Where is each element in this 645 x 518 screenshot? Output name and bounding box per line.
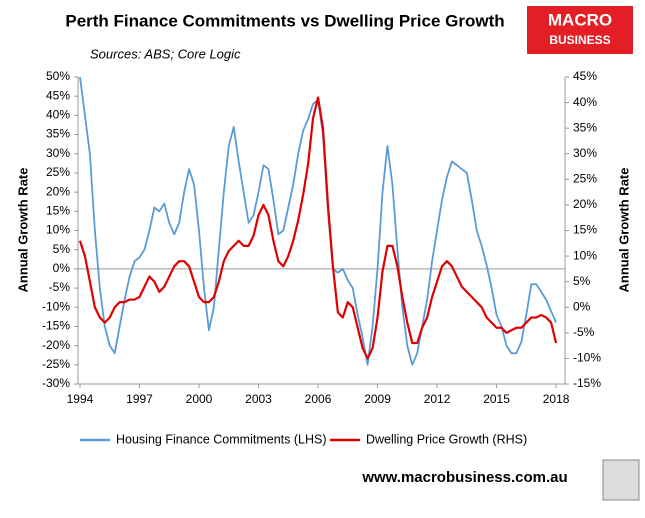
y-tick-label: -30%: [42, 376, 70, 390]
x-tick-label: 2015: [483, 392, 510, 406]
y-tick-label: 30%: [46, 146, 70, 160]
y2-tick-label: 10%: [573, 248, 597, 262]
y-tick-label: 25%: [46, 165, 70, 179]
logo-text: MACRO: [548, 10, 612, 29]
y2-tick-label: 35%: [573, 120, 597, 134]
x-tick-label: 2012: [424, 392, 451, 406]
y-tick-label: -25%: [42, 357, 70, 371]
y-tick-label: 50%: [46, 69, 70, 83]
y2-tick-label: 5%: [573, 274, 591, 288]
series-line: [78, 96, 558, 360]
y2-tick-label: 30%: [573, 146, 597, 160]
y-tick-label: 5%: [53, 242, 71, 256]
legend-label: Dwelling Price Growth (RHS): [366, 432, 527, 446]
y2-tick-label: 25%: [573, 172, 597, 186]
x-tick-label: 2018: [543, 392, 570, 406]
y-tick-label: -15%: [42, 319, 70, 333]
y2-tick-label: 0%: [573, 299, 591, 313]
website: www.macrobusiness.com.au: [361, 469, 567, 486]
x-tick-label: 1994: [67, 392, 94, 406]
legend-label: Housing Finance Commitments (LHS): [116, 432, 327, 446]
y2-tick-label: 45%: [573, 69, 597, 83]
y-tick-label: 35%: [46, 127, 70, 141]
y2-axis-label: Annual Growth Rate: [616, 168, 631, 293]
y2-tick-label: 40%: [573, 95, 597, 109]
chart-subtitle: Sources: ABS; Core Logic: [90, 46, 241, 61]
logo-image: [602, 459, 640, 501]
y-axis-label: Annual Growth Rate: [15, 168, 30, 293]
y-tick-label: 10%: [46, 223, 70, 237]
logo-box: [527, 6, 633, 54]
y2-tick-label: 15%: [573, 223, 597, 237]
x-tick-label: 2000: [186, 392, 213, 406]
y-tick-label: 20%: [46, 184, 70, 198]
y2-tick-label: -10%: [573, 351, 601, 365]
x-tick-label: 1997: [126, 392, 153, 406]
series-line: [79, 76, 557, 366]
x-tick-label: 2003: [245, 392, 272, 406]
x-tick-label: 2009: [364, 392, 391, 406]
y2-tick-label: 20%: [573, 197, 597, 211]
y2-tick-label: -15%: [573, 376, 601, 390]
x-tick-label: 2006: [305, 392, 332, 406]
y-tick-label: -5%: [49, 280, 71, 294]
y-tick-label: -10%: [42, 299, 70, 313]
logo-text: BUSINESS: [549, 33, 610, 47]
chart-title: Perth Finance Commitments vs Dwelling Pr…: [65, 11, 504, 30]
y-tick-label: 15%: [46, 203, 70, 217]
y-tick-label: 40%: [46, 108, 70, 122]
y-tick-label: 45%: [46, 88, 70, 102]
y-tick-label: -20%: [42, 338, 70, 352]
y2-tick-label: -5%: [573, 325, 595, 339]
y-tick-label: 0%: [53, 261, 71, 275]
